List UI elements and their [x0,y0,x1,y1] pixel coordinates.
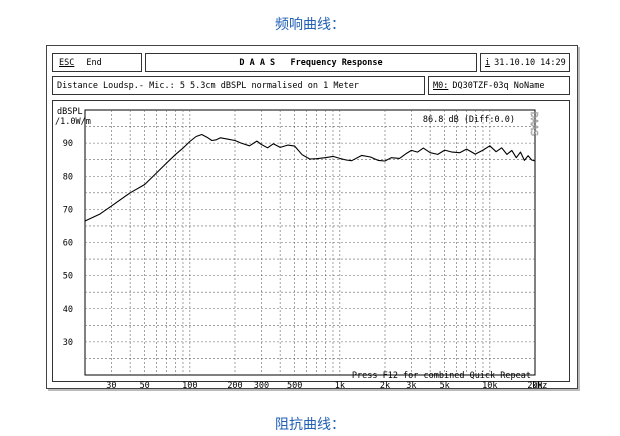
y-tick-label: 30 [63,338,73,348]
y-tick-label: 40 [63,305,73,315]
x-tick-label: 5k [440,381,450,391]
x-tick-labels: 30 50 100 200 300 500 1k 2k 3k 5k 10k 20k [106,381,542,391]
y-tick-label: 50 [63,272,73,282]
daas-watermark: DAAS [528,112,539,136]
memory-slot[interactable]: M0: DQ30TZF-03q NoName [428,76,570,95]
y-axis-label-line1: dBSPL [57,107,83,117]
x-tick-label: 200 [227,381,242,391]
y-tick-label: 60 [63,239,73,249]
series-layer [84,133,536,222]
x-tick-label: 100 [182,381,197,391]
x-tick-label: 10k [482,381,497,391]
window-title: D A A S Frequency Response [239,57,383,68]
esc-end-button[interactable]: ESC End [52,53,142,72]
x-tick-label: 30 [106,381,116,391]
y-tick-label: 80 [63,172,73,182]
title-bar: D A A S Frequency Response [145,53,477,72]
x-tick-label: 20k [527,381,542,391]
response-curve-0 [84,133,536,222]
x-tick-label: 50 [140,381,150,391]
distance-info-text: Distance Loudsp.- Mic.: 5 5.3cm dBSPL no… [57,80,359,91]
y-tick-label: 70 [63,205,73,215]
memory-key-label: M0: [433,80,449,91]
x-axis-unit-label: kHz [532,381,547,391]
x-tick-label: 1k [335,381,345,391]
date-box: i 31.10.10 14:29 [480,53,570,72]
y-tick-label: 90 [63,139,73,149]
x-tick-label: 500 [287,381,302,391]
date-time: 31.10.10 14:29 [494,57,566,68]
y-axis-label-line2: /1.0W/m [55,117,91,127]
y-tick-labels: 30 40 50 60 70 80 90 [63,139,73,348]
distance-info: Distance Loudsp.- Mic.: 5 5.3cm dBSPL no… [52,76,425,95]
caption-impedance: 阻抗曲线： [275,417,345,433]
end-label: End [86,57,102,68]
x-tick-label: 300 [254,381,269,391]
daas-window: ESC End D A A S Frequency Response i 31.… [46,45,578,389]
info-key-label: i [485,57,491,68]
plot-panel [52,100,570,382]
esc-key-label: ESC [59,57,75,68]
memory-name: DQ30TZF-03q NoName [452,80,545,91]
x-tick-label: 2k [380,381,390,391]
caption-frequency-response: 频响曲线： [275,17,345,33]
quick-repeat-hint: Press F12 for combined Quick Repeat [352,371,531,381]
chart-grid [84,109,536,376]
level-annotation: 86.8 dB (Diff:0.0) [423,115,515,125]
x-tick-label: 3k [406,381,416,391]
